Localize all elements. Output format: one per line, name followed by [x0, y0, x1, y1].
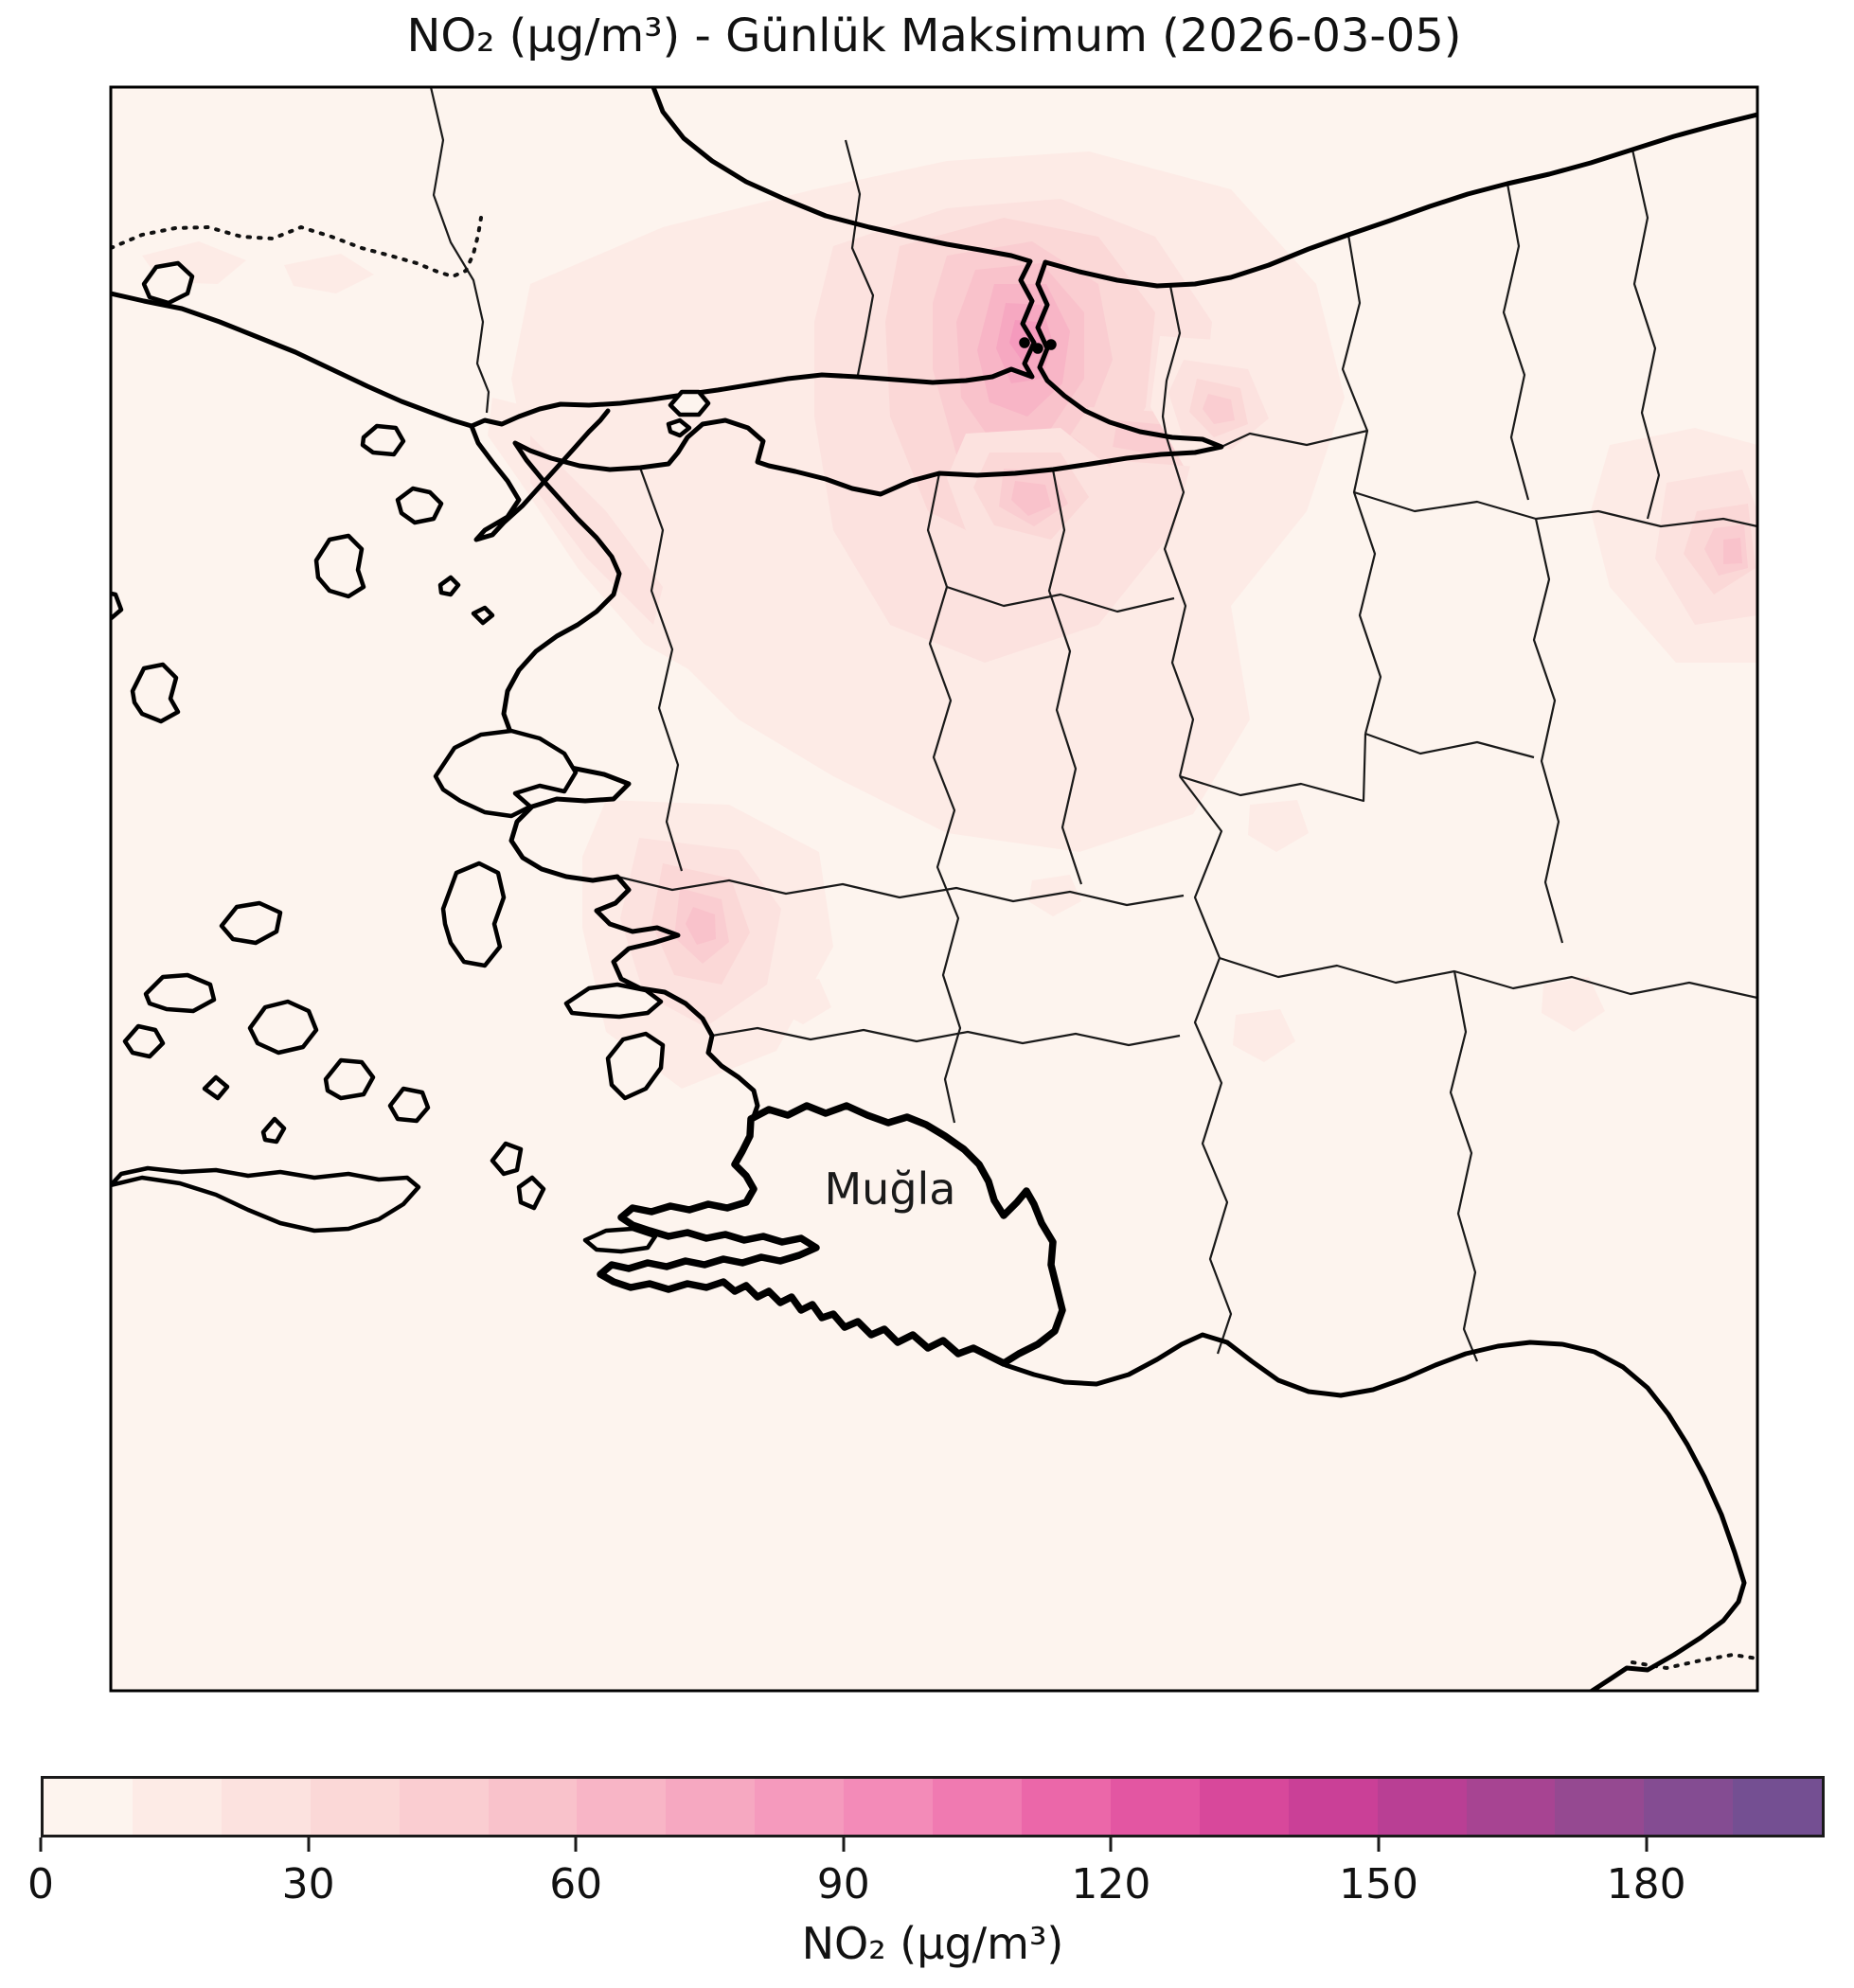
colorbar-segment	[488, 1779, 578, 1835]
colorbar-segment	[666, 1779, 756, 1835]
colorbar	[41, 1776, 1825, 1837]
colorbar-segment	[577, 1779, 667, 1835]
colorbar-tick-label: 90	[816, 1860, 870, 1908]
colorbar-tick	[39, 1837, 43, 1852]
colorbar-tick	[307, 1837, 311, 1852]
coast-black-sea	[1043, 112, 1757, 289]
colorbar-segment	[755, 1779, 845, 1835]
colorbar-segment	[1199, 1779, 1289, 1835]
colorbar-segment	[132, 1779, 222, 1835]
colorbar-tick	[842, 1837, 846, 1852]
colorbar-tick-label: 120	[1071, 1860, 1151, 1908]
colorbar-segment	[1555, 1779, 1645, 1835]
colorbar-tick	[1377, 1837, 1381, 1852]
colorbar-segment	[1644, 1779, 1734, 1835]
colorbar-tick-label: 150	[1339, 1860, 1418, 1908]
colorbar-segment	[1377, 1779, 1467, 1835]
colorbar-tick-label: 180	[1606, 1860, 1686, 1908]
colorbar-tick-label: 30	[281, 1860, 335, 1908]
coast-anatolia-west	[501, 259, 1224, 1122]
colorbar-tick-label: 0	[27, 1860, 54, 1908]
page-title: NO₂ (µg/m³) - Günlük Maksimum (2026-03-0…	[406, 9, 1462, 62]
province-borders	[429, 87, 1757, 1362]
colorbar-tick	[1645, 1837, 1649, 1852]
coast-mediterranean	[1003, 1332, 1747, 1691]
colorbar-segment	[44, 1779, 133, 1835]
no2-contour-layer	[142, 151, 1757, 1089]
coast-thrace-marmara	[469, 87, 1037, 542]
colorbar-segment	[844, 1779, 934, 1835]
colorbar-segment	[933, 1779, 1022, 1835]
colorbar-ticks: 0 30 60 90 120 150 180	[27, 1837, 1825, 1988]
colorbar-segment	[221, 1779, 311, 1835]
colorbar-segment	[399, 1779, 489, 1835]
colorbar-segment	[1733, 1779, 1823, 1835]
colorbar-segment	[1288, 1779, 1378, 1835]
colorbar-segment	[1466, 1779, 1556, 1835]
colorbar-segment	[1021, 1779, 1111, 1835]
islands	[111, 260, 1057, 1254]
colorbar-tick	[1109, 1837, 1113, 1852]
colorbar-label: NO₂ (µg/m³)	[801, 1918, 1064, 1969]
coast-saros	[111, 291, 474, 429]
mugla-boundary	[597, 1102, 1066, 1367]
colorbar-tick	[574, 1837, 578, 1852]
colorbar-segment	[1110, 1779, 1200, 1835]
colorbar-tick-label: 60	[549, 1860, 603, 1908]
mugla-label: Muğla	[824, 1163, 955, 1215]
map-frame	[109, 85, 1759, 1693]
colorbar-segment	[310, 1779, 400, 1835]
coastlines	[111, 87, 1757, 1691]
